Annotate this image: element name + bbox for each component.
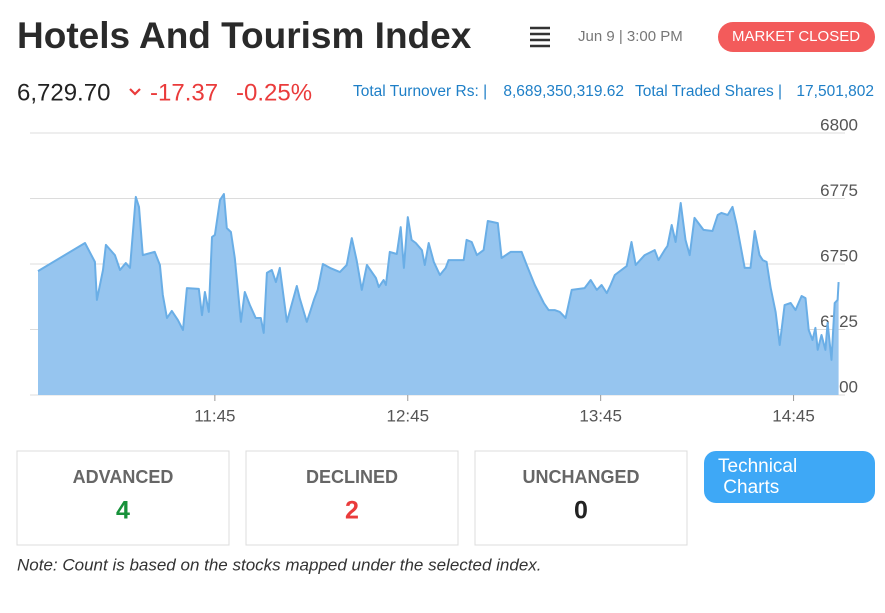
title: Hotels And Tourism Index bbox=[17, 15, 472, 56]
change: -17.37 bbox=[150, 79, 218, 106]
stat-box bbox=[245, 450, 459, 546]
menu-icon[interactable] bbox=[530, 26, 550, 48]
y-tick-label: 6800 bbox=[820, 115, 858, 134]
stat-box bbox=[474, 450, 688, 546]
y-tick-label: 6750 bbox=[820, 246, 858, 265]
stat-box bbox=[16, 450, 230, 546]
date-time: Jun 9 | 3:00 PM bbox=[578, 28, 683, 45]
x-tick-label: 14:45 bbox=[772, 406, 815, 425]
y-tick-label: 6775 bbox=[820, 181, 858, 200]
area bbox=[38, 194, 839, 395]
stat-label: UNCHANGED bbox=[523, 467, 640, 487]
shares-label: Total Traded Shares | bbox=[635, 83, 782, 100]
status: MARKET CLOSED bbox=[732, 28, 860, 45]
technical-charts-button[interactable] bbox=[704, 451, 875, 503]
stat-value: 0 bbox=[574, 497, 588, 525]
line bbox=[37, 193, 840, 361]
x-tick-label: 12:45 bbox=[386, 406, 429, 425]
y-tick-label: 6725 bbox=[820, 312, 858, 331]
stat-label: DECLINED bbox=[306, 467, 398, 487]
stats: ADVANCED 4 DECLINED 2 UNCHANGED 0 bbox=[16, 450, 688, 546]
stat-value: 2 bbox=[345, 497, 359, 525]
note: Note: Count is based on the stocks mappe… bbox=[17, 555, 542, 574]
turnover: 8,689,350,319.62 bbox=[503, 83, 624, 100]
button-label[interactable]: Technical Charts bbox=[718, 456, 797, 498]
shares: 17,501,802 bbox=[796, 83, 874, 100]
button-word[interactable]: Charts bbox=[718, 477, 779, 498]
status-badge bbox=[718, 22, 875, 52]
change-pct: -0.25% bbox=[236, 79, 312, 106]
x-tick-label: 13:45 bbox=[579, 406, 622, 425]
stat-value: 4 bbox=[116, 497, 130, 525]
index-value: 6,729.70 bbox=[17, 79, 110, 106]
stat-label: ADVANCED bbox=[73, 467, 174, 487]
x-tick-label: 11:45 bbox=[194, 406, 235, 425]
button-word[interactable]: Technical bbox=[718, 456, 797, 477]
down-arrow bbox=[129, 88, 141, 96]
turnover-label: Total Turnover Rs: | bbox=[353, 83, 487, 100]
